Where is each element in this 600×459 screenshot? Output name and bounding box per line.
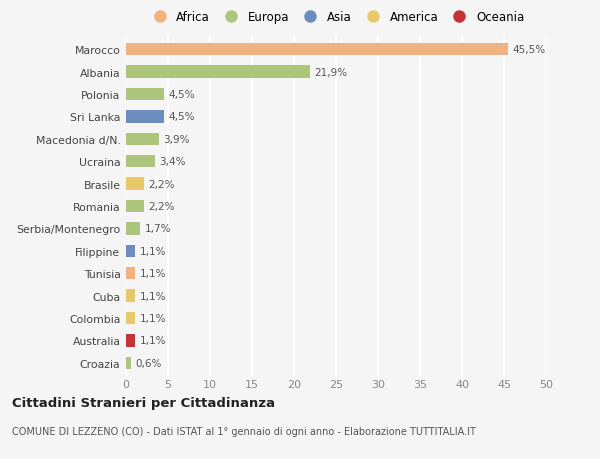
Bar <box>126 357 131 369</box>
Bar <box>126 44 508 56</box>
Bar <box>126 134 159 146</box>
Text: 45,5%: 45,5% <box>512 45 545 55</box>
Legend: Africa, Europa, Asia, America, Oceania: Africa, Europa, Asia, America, Oceania <box>148 11 524 24</box>
Bar <box>126 111 164 123</box>
Bar <box>126 335 135 347</box>
Bar <box>126 245 135 257</box>
Text: Cittadini Stranieri per Cittadinanza: Cittadini Stranieri per Cittadinanza <box>12 396 275 409</box>
Text: 3,9%: 3,9% <box>163 134 190 145</box>
Bar <box>126 201 145 213</box>
Bar <box>126 178 145 190</box>
Text: COMUNE DI LEZZENO (CO) - Dati ISTAT al 1° gennaio di ogni anno - Elaborazione TU: COMUNE DI LEZZENO (CO) - Dati ISTAT al 1… <box>12 426 476 436</box>
Text: 4,5%: 4,5% <box>168 112 194 122</box>
Bar <box>126 268 135 280</box>
Bar <box>126 89 164 101</box>
Bar <box>126 156 155 168</box>
Text: 3,4%: 3,4% <box>159 157 185 167</box>
Bar <box>126 312 135 325</box>
Bar <box>126 223 140 235</box>
Text: 21,9%: 21,9% <box>314 67 347 78</box>
Text: 1,1%: 1,1% <box>139 269 166 279</box>
Text: 0,6%: 0,6% <box>135 358 161 368</box>
Text: 1,1%: 1,1% <box>139 313 166 323</box>
Text: 4,5%: 4,5% <box>168 90 194 100</box>
Bar <box>126 290 135 302</box>
Text: 1,1%: 1,1% <box>139 246 166 256</box>
Text: 2,2%: 2,2% <box>149 179 175 189</box>
Bar <box>126 67 310 78</box>
Text: 1,1%: 1,1% <box>139 336 166 346</box>
Text: 1,1%: 1,1% <box>139 291 166 301</box>
Text: 2,2%: 2,2% <box>149 202 175 212</box>
Text: 1,7%: 1,7% <box>145 224 171 234</box>
